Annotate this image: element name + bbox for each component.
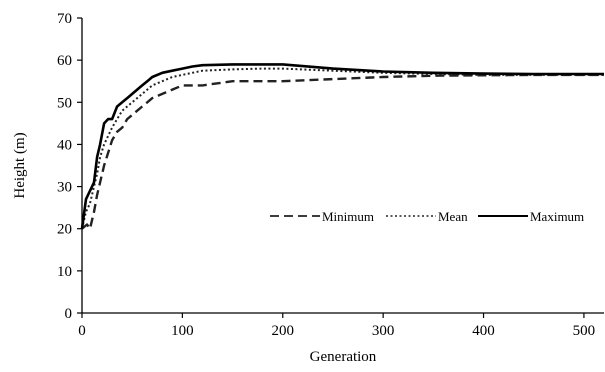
x-tick-label: 200 bbox=[272, 323, 295, 339]
plot-area bbox=[80, 63, 604, 230]
y-tick-label: 30 bbox=[57, 180, 72, 196]
y-tick-label: 40 bbox=[57, 137, 72, 153]
legend-label-minimum: Minimum bbox=[322, 209, 374, 224]
y-axis-title: Height (m) bbox=[12, 132, 28, 198]
x-tick-label: 100 bbox=[171, 323, 194, 339]
legend-label-maximum: Maximum bbox=[530, 209, 584, 224]
y-tick-label: 0 bbox=[65, 306, 73, 322]
y-tick-label: 60 bbox=[57, 53, 72, 69]
x-tick-label: 0 bbox=[78, 323, 86, 339]
y-tick-label: 20 bbox=[57, 222, 72, 238]
legend-label-mean: Mean bbox=[438, 209, 468, 224]
y-tick-label: 70 bbox=[57, 11, 72, 27]
x-tick-label: 400 bbox=[472, 323, 495, 339]
y-tick-label: 50 bbox=[57, 95, 72, 111]
y-tick-label: 10 bbox=[57, 264, 72, 280]
axes: 0 10 20 30 40 50 60 70 0 100 200 300 400 500 bbox=[57, 11, 604, 339]
series-line-maximum bbox=[80, 63, 604, 229]
x-tick-label: 500 bbox=[573, 323, 596, 339]
x-tick-label: 300 bbox=[372, 323, 395, 339]
series-line-mean bbox=[81, 67, 604, 229]
x-axis-title: Generation bbox=[310, 349, 377, 365]
legend: Minimum Mean Maximum bbox=[270, 209, 584, 224]
series-line-minimum bbox=[81, 73, 604, 230]
